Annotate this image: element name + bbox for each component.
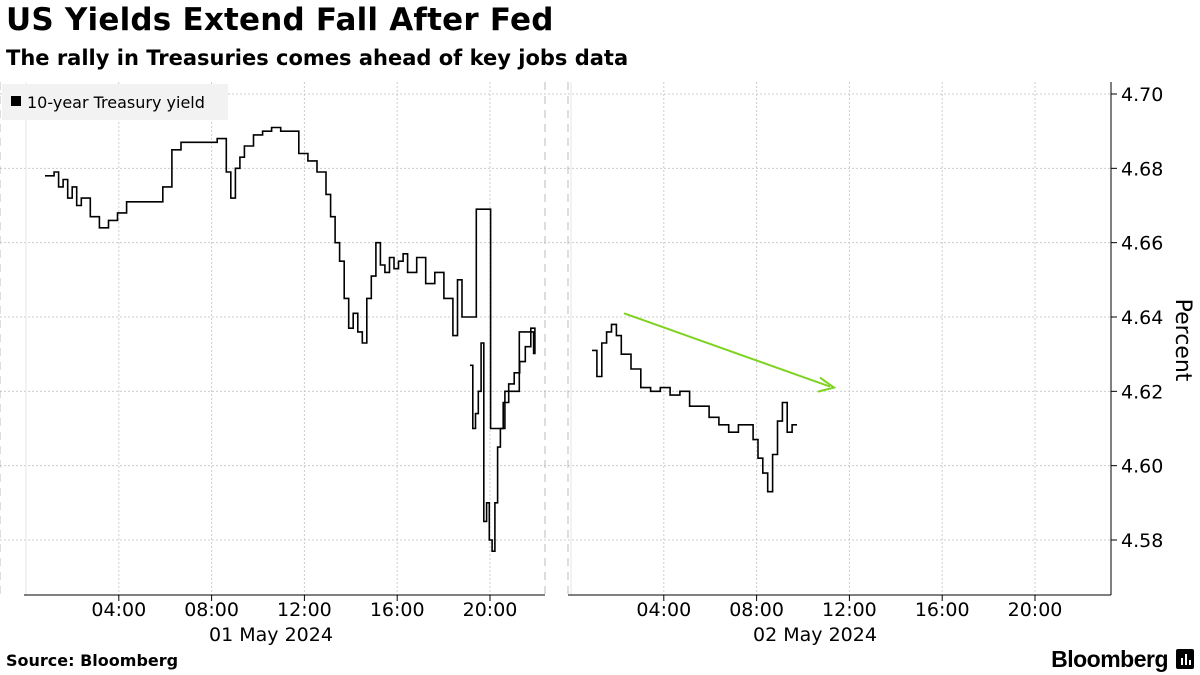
x-day-label: 01 May 2024 — [209, 624, 333, 646]
y-tick-label: 4.70 — [1121, 84, 1163, 106]
annotations — [623, 312, 837, 393]
y-tick-label: 4.64 — [1121, 307, 1163, 329]
bloomberg-chart-icon — [1176, 649, 1194, 669]
series-layer — [45, 126, 797, 552]
legend-swatch — [11, 96, 21, 106]
x-tick-label: 12:00 — [822, 599, 877, 621]
x-day-label: 02 May 2024 — [753, 624, 877, 646]
y-tick-label: 4.62 — [1121, 381, 1163, 403]
legend: 10-year Treasury yield — [2, 84, 228, 120]
chart-title: US Yields Extend Fall After Fed — [6, 2, 554, 38]
y-tick-label: 4.60 — [1121, 456, 1163, 478]
chart-subtitle: The rally in Treasuries comes ahead of k… — [6, 46, 629, 70]
x-tick-label: 12:00 — [277, 599, 332, 621]
axes: 4.58 4.60 4.62 4.64 4.66 4.68 4.70 Percent 04:00… — [24, 82, 1195, 646]
trend-arrow-head — [817, 376, 837, 393]
y-axis-label: Percent — [1170, 299, 1195, 382]
legend-box — [2, 84, 228, 120]
y-tick-label: 4.66 — [1121, 233, 1163, 255]
x-tick-label: 08:00 — [729, 599, 784, 621]
x-tick-label: 04:00 — [636, 599, 691, 621]
series-line-day1 — [45, 126, 535, 430]
x-tick-label: 08:00 — [184, 599, 239, 621]
series-line-day2 — [592, 323, 797, 493]
gridlines — [0, 82, 1112, 595]
x-tick-label: 16:00 — [370, 599, 425, 621]
legend-label: 10-year Treasury yield — [27, 93, 205, 112]
y-tick-label: 4.68 — [1121, 158, 1163, 180]
x-tick-label: 20:00 — [463, 599, 518, 621]
y-tick-label: 4.58 — [1121, 530, 1163, 552]
x-tick-label: 16:00 — [915, 599, 970, 621]
source-note: Source: Bloomberg — [6, 651, 179, 670]
trend-arrow-line — [623, 312, 831, 388]
series-line-evening — [470, 327, 536, 552]
x-tick-label: 20:00 — [1008, 599, 1063, 621]
x-tick-label: 04:00 — [91, 599, 146, 621]
bloomberg-logo: Bloomberg — [1051, 646, 1168, 672]
